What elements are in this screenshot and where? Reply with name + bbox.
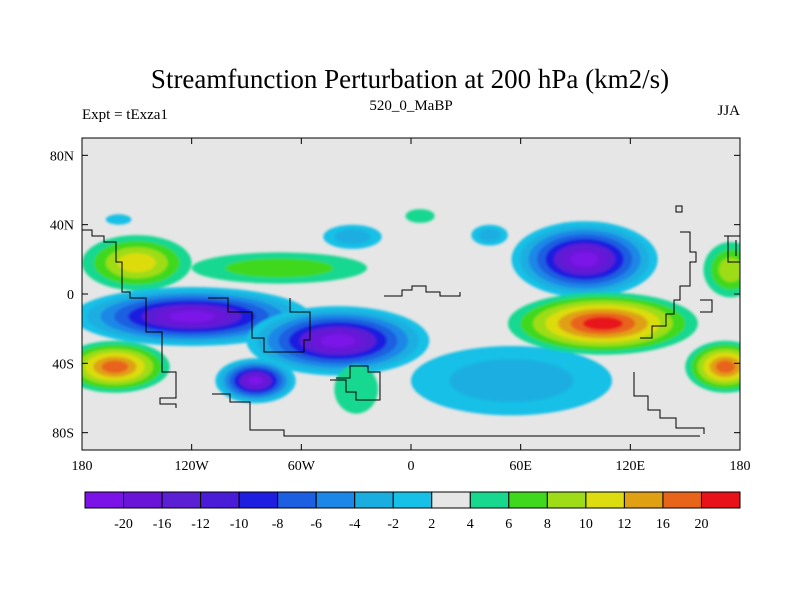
x-tick-label: 120E xyxy=(616,459,646,474)
contour-band xyxy=(101,360,129,374)
contour-band xyxy=(334,229,371,245)
x-tick-label: 0 xyxy=(408,459,415,474)
coastline-atlantic-south xyxy=(212,393,700,437)
contour-band xyxy=(225,258,334,278)
right-label: JJA xyxy=(717,103,740,119)
colorbar-label: -6 xyxy=(310,517,322,532)
colorbar-box xyxy=(200,491,240,509)
colorbar-box xyxy=(585,491,625,509)
colorbar-label: 20 xyxy=(695,517,709,532)
colorbar-label: -10 xyxy=(230,517,249,532)
contour-layer xyxy=(82,209,740,416)
colorbar: -20 -16 -12 -10 -8 -6 -4 -2 2 4 6 8 10 12 16 20 xyxy=(84,491,741,532)
contour-neg-south-indian xyxy=(411,346,612,416)
contour-pos-indian-ocean xyxy=(507,292,698,355)
colorbar-label: -4 xyxy=(349,517,361,532)
contour-pos-pacific-north xyxy=(82,235,192,291)
colorbar-box xyxy=(84,491,125,509)
coastline-pacific-east xyxy=(640,231,697,339)
contour-band xyxy=(248,376,264,385)
contour-band xyxy=(449,359,574,403)
left-label: Expt = tExza1 xyxy=(82,107,168,123)
contour-neg-asia xyxy=(511,221,658,298)
contour-band xyxy=(571,252,599,267)
coastline-africa-west xyxy=(208,297,311,353)
colorbar-label: 4 xyxy=(467,517,474,532)
center-label: 520_0_MaBP xyxy=(369,98,452,114)
colorbar-box xyxy=(662,491,702,509)
colorbar-label: 6 xyxy=(505,517,512,532)
contour-band xyxy=(320,334,355,348)
contour-pos-south-atlantic xyxy=(334,365,379,414)
contour-band xyxy=(478,228,501,242)
x-tick-label: 60E xyxy=(509,459,532,474)
colorbar-label: -12 xyxy=(191,517,210,532)
y-tick-label: 40N xyxy=(50,219,74,234)
colorbar-label: -2 xyxy=(387,517,399,532)
contour-neg-atlantic-north xyxy=(323,224,382,249)
colorbar-label: 10 xyxy=(579,517,593,532)
y-axis: 80N 40N 0 40S 80S xyxy=(50,149,740,442)
colorbar-box xyxy=(546,491,587,509)
colorbar-label: 8 xyxy=(544,517,551,532)
contour-band xyxy=(169,311,214,322)
colorbar-box xyxy=(277,491,317,509)
colorbar-box xyxy=(123,491,163,509)
x-tick-label: 120W xyxy=(175,459,210,474)
contour-pos-arabia xyxy=(405,209,435,223)
colorbar-label: 2 xyxy=(428,517,435,532)
coastline-america xyxy=(82,229,177,408)
contour-neg-pacific-tiny xyxy=(105,214,132,225)
contour-neg-south-america-east xyxy=(215,358,296,404)
contour-band xyxy=(334,365,379,414)
coastline-eurasia xyxy=(384,285,461,297)
colorbar-label: 16 xyxy=(656,517,670,532)
chart-title: Streamfunction Perturbation at 200 hPa (… xyxy=(151,64,669,94)
contour-band xyxy=(582,316,623,331)
colorbar-box xyxy=(431,491,471,509)
colorbar-label: 12 xyxy=(617,517,631,532)
colorbar-label: -16 xyxy=(153,517,172,532)
continent-outlines xyxy=(82,205,740,437)
y-tick-label: 0 xyxy=(67,288,74,303)
contour-pos-south-pacific-west xyxy=(685,340,740,393)
contour-band xyxy=(718,257,740,282)
coastline-pacific-far-east xyxy=(675,205,740,313)
colorbar-box xyxy=(392,491,433,509)
x-tick-label: 180 xyxy=(72,459,93,474)
contour-band xyxy=(105,214,132,225)
contour-band xyxy=(715,360,736,374)
x-axis: 180 120W 60W 0 60E 120E 180 xyxy=(72,138,751,474)
colorbar-box xyxy=(354,491,394,509)
contour-pos-south-pacific-east xyxy=(82,340,170,393)
colorbar-box xyxy=(315,491,356,509)
contour-pos-northamerica-atlantic xyxy=(191,252,368,284)
contour-neg-southern-belt-center xyxy=(246,306,430,376)
colorbar-box xyxy=(623,491,664,509)
colorbar-box xyxy=(469,491,510,509)
colorbar-label: -8 xyxy=(272,517,284,532)
y-tick-label: 80N xyxy=(50,149,74,164)
y-tick-label: 40S xyxy=(52,357,74,372)
coastline-antarctic-east xyxy=(633,372,705,434)
contour-band xyxy=(117,253,156,273)
x-tick-label: 60W xyxy=(288,459,316,474)
colorbar-box xyxy=(238,491,279,509)
colorbar-box xyxy=(508,491,548,509)
colorbar-box xyxy=(700,491,741,509)
contour-band xyxy=(405,209,435,223)
contour-pos-pacific-north-east xyxy=(703,242,740,298)
contour-neg-north-africa xyxy=(471,224,508,246)
colorbar-label: -20 xyxy=(114,517,133,532)
coastline-africa-south xyxy=(330,365,381,401)
y-tick-label: 80S xyxy=(52,427,74,442)
x-tick-label: 180 xyxy=(730,459,751,474)
plot-area xyxy=(81,137,741,451)
colorbar-box xyxy=(161,491,202,509)
